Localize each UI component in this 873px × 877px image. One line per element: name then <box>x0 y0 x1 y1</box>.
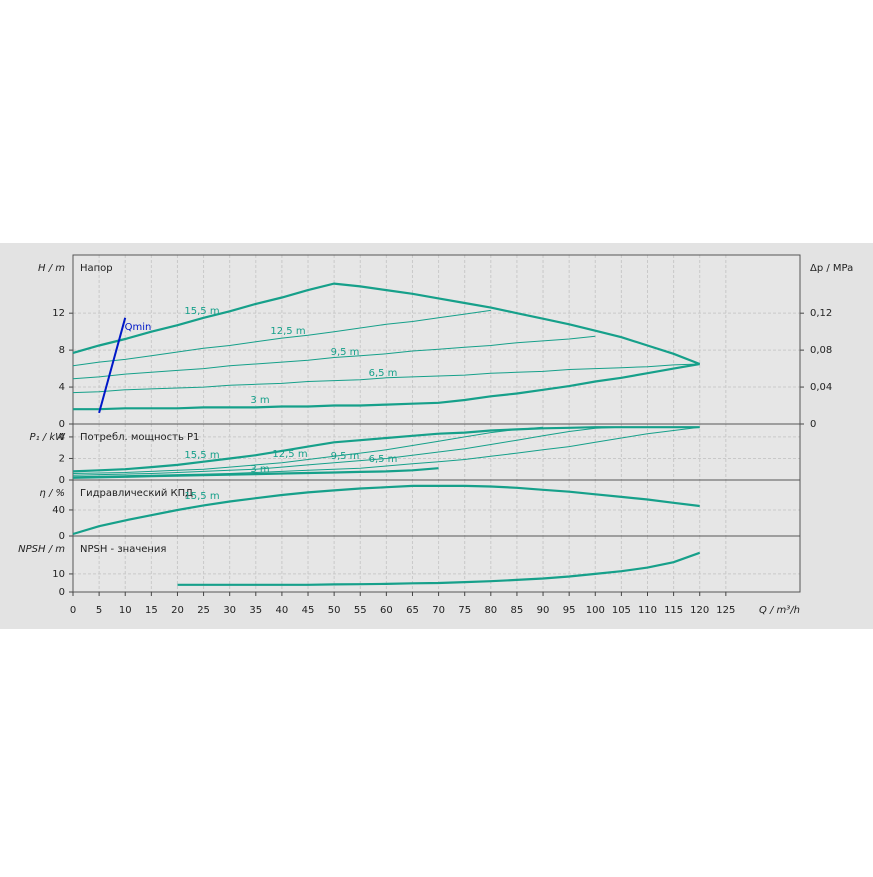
x-tick-label: 70 <box>432 605 445 616</box>
x-tick-label: 125 <box>716 605 735 616</box>
curve-label: 3 m <box>250 395 269 406</box>
curve <box>72 282 701 366</box>
panel-title: Напор <box>80 263 113 274</box>
x-axis-label: Q / m³/h <box>759 605 800 616</box>
x-tick-label: 80 <box>484 605 497 616</box>
y-axis-label: NPSH / m <box>18 544 65 555</box>
y2-tick-label: 0,08 <box>810 345 832 356</box>
plot-area <box>73 255 800 424</box>
y2-tick-label: 0,12 <box>810 308 832 319</box>
y-tick-label: 10 <box>52 569 65 580</box>
y-tick-label: 0 <box>59 531 65 542</box>
panel-title: Гидравлический КПД <box>80 488 193 499</box>
x-tick-label: 90 <box>537 605 550 616</box>
curve <box>72 426 622 476</box>
x-tick-label: 15 <box>145 605 158 616</box>
curve-label: 6,5 m <box>369 368 398 379</box>
plot-frame <box>72 535 801 593</box>
curve-label: 9,5 m <box>331 347 360 358</box>
y-tick-label: 0 <box>59 475 65 486</box>
curve <box>72 335 596 380</box>
x-tick-label: 40 <box>276 605 289 616</box>
curve <box>72 426 700 473</box>
curve-label: 12,5 m <box>272 449 307 460</box>
y-tick-label: 0 <box>59 419 65 430</box>
x-tick-label: 65 <box>406 605 419 616</box>
x-tick-label: 10 <box>119 605 132 616</box>
curve-label: 15,5 m <box>184 491 219 502</box>
y-tick-label: 12 <box>52 308 65 319</box>
x-tick-label: 50 <box>328 605 341 616</box>
x-tick-label: 30 <box>223 605 236 616</box>
curve-label: 6,5 m <box>369 454 398 465</box>
curve <box>72 309 491 367</box>
y2-tick-label: 0 <box>810 419 816 430</box>
curve-label: 9,5 m <box>331 451 360 462</box>
x-tick-label: 75 <box>458 605 471 616</box>
curve-label: 15,5 m <box>184 306 219 317</box>
curve-label: Qmin <box>125 322 152 333</box>
x-tick-label: 110 <box>638 605 657 616</box>
curve-label: 3 m <box>250 464 269 475</box>
curve <box>73 362 700 411</box>
y-tick-label: 2 <box>59 453 65 464</box>
y-axis-label: P₁ / kW <box>30 432 67 443</box>
x-tick-label: 120 <box>690 605 709 616</box>
curve-label: 12,5 m <box>270 326 305 337</box>
curve <box>72 426 544 474</box>
curve-label: 15,5 m <box>184 450 219 461</box>
x-tick-label: 115 <box>664 605 683 616</box>
x-tick-label: 35 <box>249 605 262 616</box>
panel-title: Потребл. мощность P1 <box>80 432 199 443</box>
y-tick-label: 4 <box>59 432 65 443</box>
y-tick-label: 40 <box>52 505 65 516</box>
y-tick-label: 8 <box>59 345 65 356</box>
x-tick-label: 100 <box>586 605 605 616</box>
curve <box>177 551 701 586</box>
x-tick-label: 45 <box>302 605 315 616</box>
curve <box>72 363 700 394</box>
y2-axis-label: Δp / MPa <box>810 263 853 274</box>
x-tick-label: 55 <box>354 605 367 616</box>
x-tick-label: 5 <box>96 605 102 616</box>
x-tick-label: 105 <box>612 605 631 616</box>
x-tick-label: 25 <box>197 605 210 616</box>
x-tick-label: 20 <box>171 605 184 616</box>
panel-title: NPSH - значения <box>80 544 166 555</box>
x-tick-label: 95 <box>563 605 576 616</box>
y-axis-label: H / m <box>38 263 65 274</box>
x-tick-label: 0 <box>70 605 76 616</box>
y-tick-label: 4 <box>59 382 65 393</box>
y2-tick-label: 0,04 <box>810 382 832 393</box>
x-tick-label: 60 <box>380 605 393 616</box>
y-axis-label: η / % <box>39 488 65 499</box>
curve <box>98 317 127 414</box>
curve <box>72 484 700 536</box>
x-tick-label: 85 <box>511 605 524 616</box>
curve <box>72 467 439 479</box>
y-tick-label: 0 <box>59 587 65 598</box>
